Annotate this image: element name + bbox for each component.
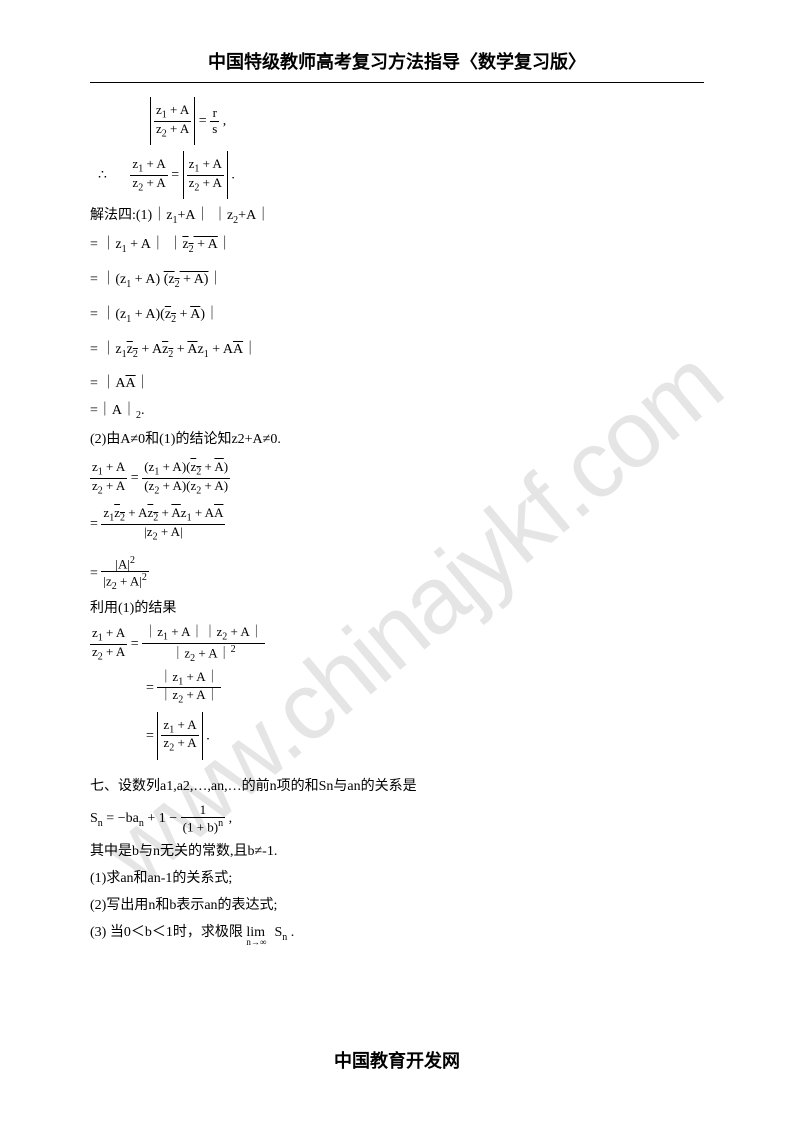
problem7-q1: (1)求an和an-1的关系式; (90, 868, 704, 889)
solution4-step6: =｜A｜2. (90, 400, 704, 423)
solution4-header: 解法四:(1)｜z1+A｜ ｜z2+A｜ (90, 205, 704, 228)
problem7-q2: (2)写出用n和b表示an的表达式; (90, 895, 704, 916)
solution4-step5: = ｜AA｜ (90, 373, 704, 394)
problem7-formula: Sn = −ban + 1 − 1(1 + b)n , (90, 803, 704, 835)
frac-chain-3: = |A|2|z2 + A|2 (90, 555, 704, 593)
page-title: 中国特级教师高考复习方法指导〈数学复习版〉 (90, 48, 704, 83)
math-eq-therefore: ∴ z1 + Az2 + A = z1 + Az2 + A . (90, 151, 704, 199)
math-eq-abs-frac: z1 + Az2 + A = rs , (150, 97, 704, 145)
solution4-label: 解法四:(1) (90, 208, 152, 223)
problem7-text: 设数列a1,a2,…,an,…的前n项的和Sn与an的关系是 (118, 779, 417, 794)
problem7-statement: 七、设数列a1,a2,…,an,…的前n项的和Sn与an的关系是 (90, 776, 704, 797)
page-container: 中国特级教师高考复习方法指导〈数学复习版〉 z1 + Az2 + A = rs … (0, 0, 794, 991)
solution4-step3: = ｜(z1 + A)(z2 + A)｜ (90, 304, 704, 327)
solution4-part2: (2)由A≠0和(1)的结论知z2+A≠0. (90, 429, 704, 450)
frac-chain-4: z1 + Az2 + A = ｜z1 + A｜｜z2 + A｜｜z2 + A｜2 (90, 625, 704, 664)
frac-chain-1: z1 + Az2 + A = (z1 + A)(z2 + A)(z2 + A)(… (90, 460, 704, 496)
frac-chain-5: = ｜z1 + A｜｜z2 + A｜ (146, 670, 704, 706)
content-body: z1 + Az2 + A = rs , ∴ z1 + Az2 + A = z1 … (90, 97, 704, 945)
problem7-number: 七、 (90, 779, 118, 794)
solution4-step1: = ｜z1 + A｜ ｜z2 + A｜ (90, 234, 704, 257)
frac-chain-2: = z1z2 + Az2 + Az1 + AA|z2 + A| (90, 506, 704, 542)
frac-chain-6: = z1 + Az2 + A . (146, 712, 704, 760)
solution4-step2: = ｜(z1 + A) (z2 + A)｜ (90, 269, 704, 292)
problem7-condition: 其中是b与n无关的常数,且b≠-1. (90, 841, 704, 862)
solution4-step4: = ｜z1z2 + Az2 + Az1 + AA｜ (90, 339, 704, 362)
problem7-q3: (3) 当0＜b＜1时，求极限 limn→∞ Sn . (90, 922, 704, 945)
page-footer: 中国教育开发网 (0, 1047, 794, 1073)
use-result-text: 利用(1)的结果 (90, 598, 704, 619)
